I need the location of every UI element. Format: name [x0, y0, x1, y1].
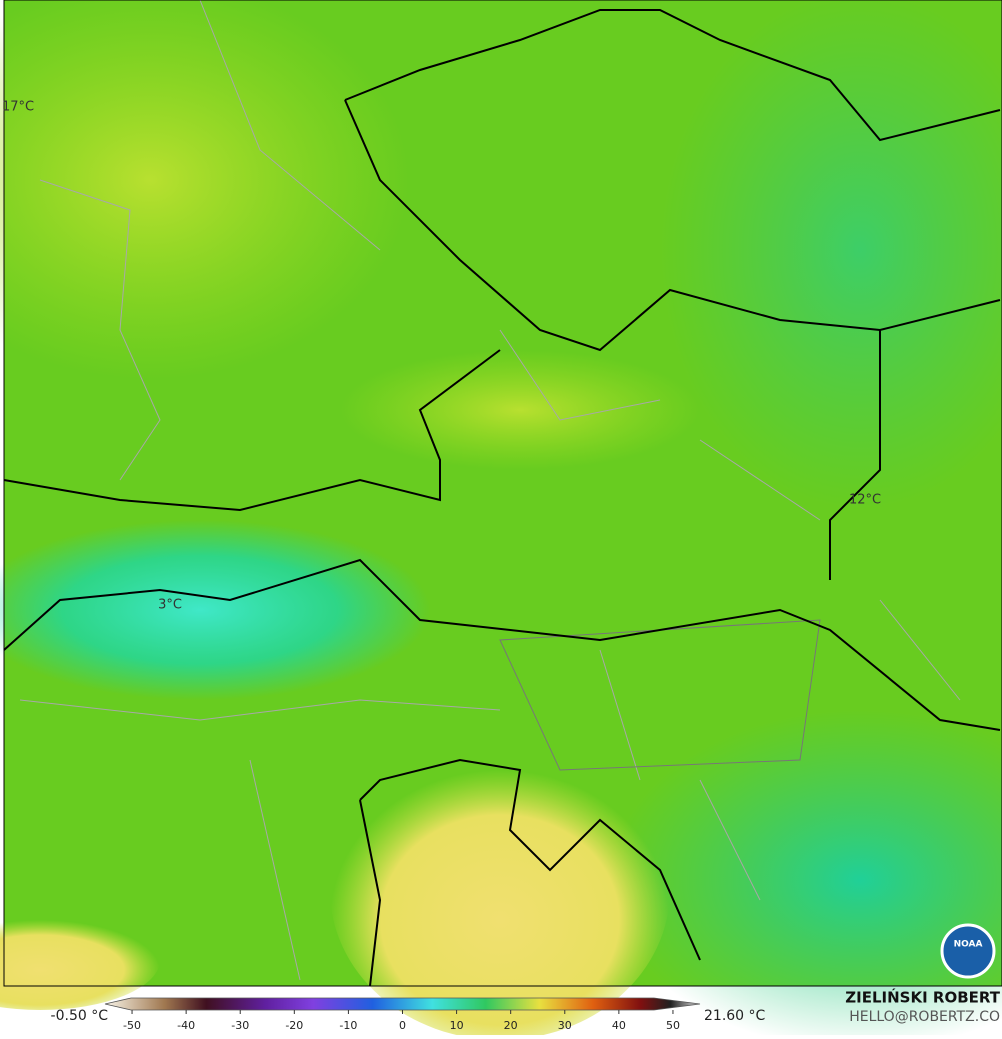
temperature-label: 12°C	[849, 493, 881, 508]
colorbar-tick-label: 10	[450, 1019, 464, 1032]
colorbar-tick-label: -30	[231, 1019, 249, 1032]
max-label: 21.60 °C	[704, 1008, 766, 1024]
author: ZIELIŃSKI ROBERT	[845, 988, 1000, 1007]
min-label: -0.50 °C	[51, 1008, 109, 1024]
logo-text: NOAA	[954, 940, 983, 950]
colorbar-tick-label: -10	[339, 1019, 357, 1032]
colorbar-tick-label: -20	[285, 1019, 303, 1032]
colorbar-tick-label: 50	[666, 1019, 680, 1032]
temperature-label: 3°C	[158, 598, 182, 613]
colorbar-tick-label: -50	[123, 1019, 141, 1032]
colorbar-tick-label: 20	[504, 1019, 518, 1032]
temperature-label: 17°C	[2, 100, 34, 115]
colorbar-tick-label: -40	[177, 1019, 195, 1032]
contact: HELLO@ROBERTZ.CO	[849, 1009, 1000, 1025]
colorbar	[104, 997, 701, 1011]
map-frame	[3, 0, 1002, 987]
colorbar-tick-label: 40	[612, 1019, 626, 1032]
legend: -0.50 °C 21.60 °C -50 -40 -30 -20 -10 0 10 20 30…	[51, 997, 766, 1032]
colorbar-tick-label: 30	[558, 1019, 572, 1032]
colorbar-tick-label: 0	[399, 1019, 406, 1032]
noaa-logo: NOAA	[940, 923, 996, 979]
